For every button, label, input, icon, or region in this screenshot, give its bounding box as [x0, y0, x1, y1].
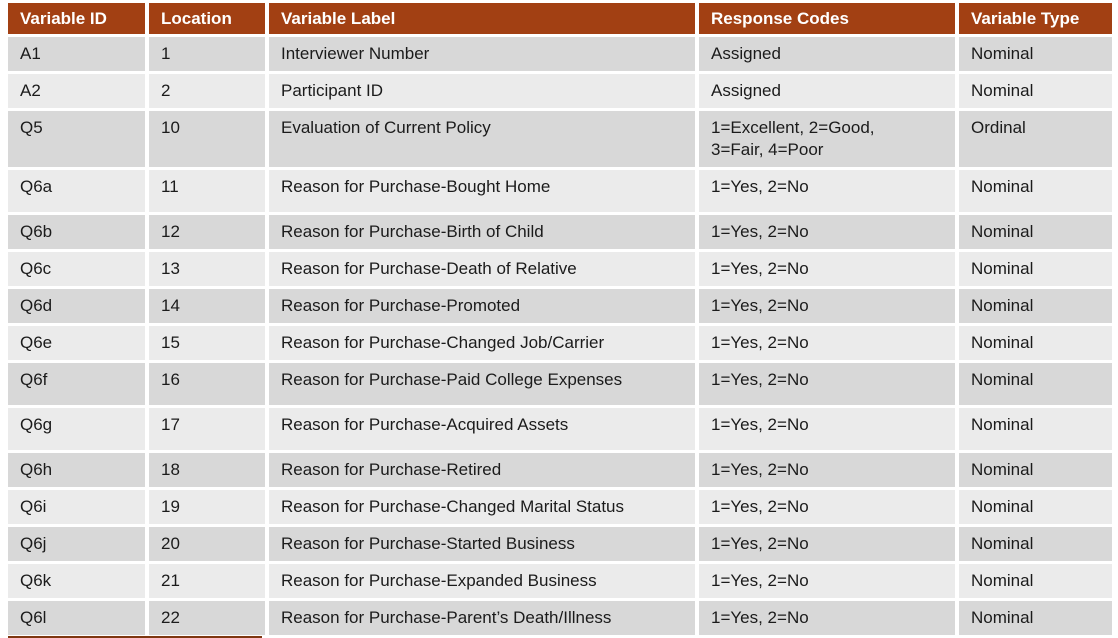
table-row: Q6i 19 Reason for Purchase-Changed Marit…	[8, 490, 1112, 524]
column-header-response-codes: Response Codes	[699, 3, 955, 34]
cell-variable-type: Nominal	[959, 37, 1112, 71]
cell-location: 21	[149, 564, 265, 598]
cell-variable-id: Q6b	[8, 215, 145, 249]
variable-codebook-table: Variable ID Location Variable Label Resp…	[4, 0, 1116, 638]
cell-response-codes: 1=Yes, 2=No	[699, 408, 955, 450]
cell-variable-label: Reason for Purchase-Retired	[269, 453, 695, 487]
cell-variable-label: Reason for Purchase-Changed Job/Carrier	[269, 326, 695, 360]
column-header-location: Location	[149, 3, 265, 34]
cell-location: 19	[149, 490, 265, 524]
table-row: Q6f 16 Reason for Purchase-Paid College …	[8, 363, 1112, 405]
cell-variable-type: Nominal	[959, 363, 1112, 405]
table-row: Q6d 14 Reason for Purchase-Promoted 1=Ye…	[8, 289, 1112, 323]
cell-variable-id: Q6a	[8, 170, 145, 212]
cell-variable-label: Participant ID	[269, 74, 695, 108]
table-row: Q6j 20 Reason for Purchase-Started Busin…	[8, 527, 1112, 561]
cell-location: 17	[149, 408, 265, 450]
cell-response-codes: 1=Yes, 2=No	[699, 564, 955, 598]
table-row: Q5 10 Evaluation of Current Policy 1=Exc…	[8, 111, 1112, 167]
cell-response-codes: 1=Yes, 2=No	[699, 363, 955, 405]
cell-location: 22	[149, 601, 265, 635]
cell-location: 15	[149, 326, 265, 360]
cell-variable-type: Nominal	[959, 564, 1112, 598]
cell-variable-label: Evaluation of Current Policy	[269, 111, 695, 167]
cell-variable-label: Reason for Purchase-Bought Home	[269, 170, 695, 212]
cell-response-codes: 1=Yes, 2=No	[699, 170, 955, 212]
cell-variable-id: Q6l	[8, 601, 145, 635]
table-row: Q6e 15 Reason for Purchase-Changed Job/C…	[8, 326, 1112, 360]
cell-variable-id: Q6k	[8, 564, 145, 598]
cell-location: 11	[149, 170, 265, 212]
cell-variable-id: Q6i	[8, 490, 145, 524]
cell-variable-label: Interviewer Number	[269, 37, 695, 71]
table-header-row: Variable ID Location Variable Label Resp…	[8, 3, 1112, 34]
cell-variable-label: Reason for Purchase-Expanded Business	[269, 564, 695, 598]
cell-variable-id: Q6d	[8, 289, 145, 323]
cell-variable-id: Q6c	[8, 252, 145, 286]
cell-variable-label: Reason for Purchase-Started Business	[269, 527, 695, 561]
table-row: A1 1 Interviewer Number Assigned Nominal	[8, 37, 1112, 71]
cell-variable-id: Q6f	[8, 363, 145, 405]
cell-variable-type: Nominal	[959, 170, 1112, 212]
cell-variable-type: Nominal	[959, 601, 1112, 635]
cell-response-codes: 1=Yes, 2=No	[699, 252, 955, 286]
next-table-header-peek	[8, 636, 262, 638]
table-row: Q6a 11 Reason for Purchase-Bought Home 1…	[8, 170, 1112, 212]
cell-variable-type: Nominal	[959, 527, 1112, 561]
cell-response-codes: 1=Yes, 2=No	[699, 215, 955, 249]
cell-variable-label: Reason for Purchase-Birth of Child	[269, 215, 695, 249]
cell-response-codes: 1=Yes, 2=No	[699, 326, 955, 360]
cell-variable-label: Reason for Purchase-Promoted	[269, 289, 695, 323]
table-row: Q6l 22 Reason for Purchase-Parent’s Deat…	[8, 601, 1112, 635]
cell-location: 10	[149, 111, 265, 167]
cell-variable-id: Q6h	[8, 453, 145, 487]
cell-variable-type: Nominal	[959, 74, 1112, 108]
cell-response-codes: 1=Excellent, 2=Good, 3=Fair, 4=Poor	[699, 111, 955, 167]
cell-variable-label: Reason for Purchase-Paid College Expense…	[269, 363, 695, 405]
cell-location: 1	[149, 37, 265, 71]
cell-variable-type: Nominal	[959, 408, 1112, 450]
cell-variable-type: Nominal	[959, 490, 1112, 524]
cell-location: 13	[149, 252, 265, 286]
cell-location: 14	[149, 289, 265, 323]
cell-response-codes: 1=Yes, 2=No	[699, 289, 955, 323]
cell-variable-label: Reason for Purchase-Acquired Assets	[269, 408, 695, 450]
cell-variable-type: Nominal	[959, 289, 1112, 323]
table-row: Q6c 13 Reason for Purchase-Death of Rela…	[8, 252, 1112, 286]
column-header-variable-label: Variable Label	[269, 3, 695, 34]
cell-response-codes: 1=Yes, 2=No	[699, 490, 955, 524]
cell-response-codes: 1=Yes, 2=No	[699, 453, 955, 487]
cell-variable-type: Nominal	[959, 453, 1112, 487]
cell-variable-type: Ordinal	[959, 111, 1112, 167]
column-header-variable-id: Variable ID	[8, 3, 145, 34]
cell-location: 2	[149, 74, 265, 108]
table-row: Q6k 21 Reason for Purchase-Expanded Busi…	[8, 564, 1112, 598]
cell-response-codes: 1=Yes, 2=No	[699, 527, 955, 561]
cell-variable-id: Q6j	[8, 527, 145, 561]
cell-response-codes: Assigned	[699, 37, 955, 71]
cell-variable-label: Reason for Purchase-Parent’s Death/Illne…	[269, 601, 695, 635]
cell-variable-id: A2	[8, 74, 145, 108]
cell-location: 18	[149, 453, 265, 487]
cell-variable-type: Nominal	[959, 326, 1112, 360]
table-row: Q6g 17 Reason for Purchase-Acquired Asse…	[8, 408, 1112, 450]
cell-location: 20	[149, 527, 265, 561]
cell-variable-type: Nominal	[959, 215, 1112, 249]
cell-response-codes: 1=Yes, 2=No	[699, 601, 955, 635]
table-row: Q6b 12 Reason for Purchase-Birth of Chil…	[8, 215, 1112, 249]
column-header-variable-type: Variable Type	[959, 3, 1112, 34]
cell-variable-id: Q6e	[8, 326, 145, 360]
cell-variable-id: A1	[8, 37, 145, 71]
cell-variable-label: Reason for Purchase-Changed Marital Stat…	[269, 490, 695, 524]
cell-variable-id: Q5	[8, 111, 145, 167]
table-row: A2 2 Participant ID Assigned Nominal	[8, 74, 1112, 108]
cell-variable-type: Nominal	[959, 252, 1112, 286]
cell-location: 16	[149, 363, 265, 405]
cell-location: 12	[149, 215, 265, 249]
cell-response-codes: Assigned	[699, 74, 955, 108]
cell-variable-id: Q6g	[8, 408, 145, 450]
cell-variable-label: Reason for Purchase-Death of Relative	[269, 252, 695, 286]
table-row: Q6h 18 Reason for Purchase-Retired 1=Yes…	[8, 453, 1112, 487]
